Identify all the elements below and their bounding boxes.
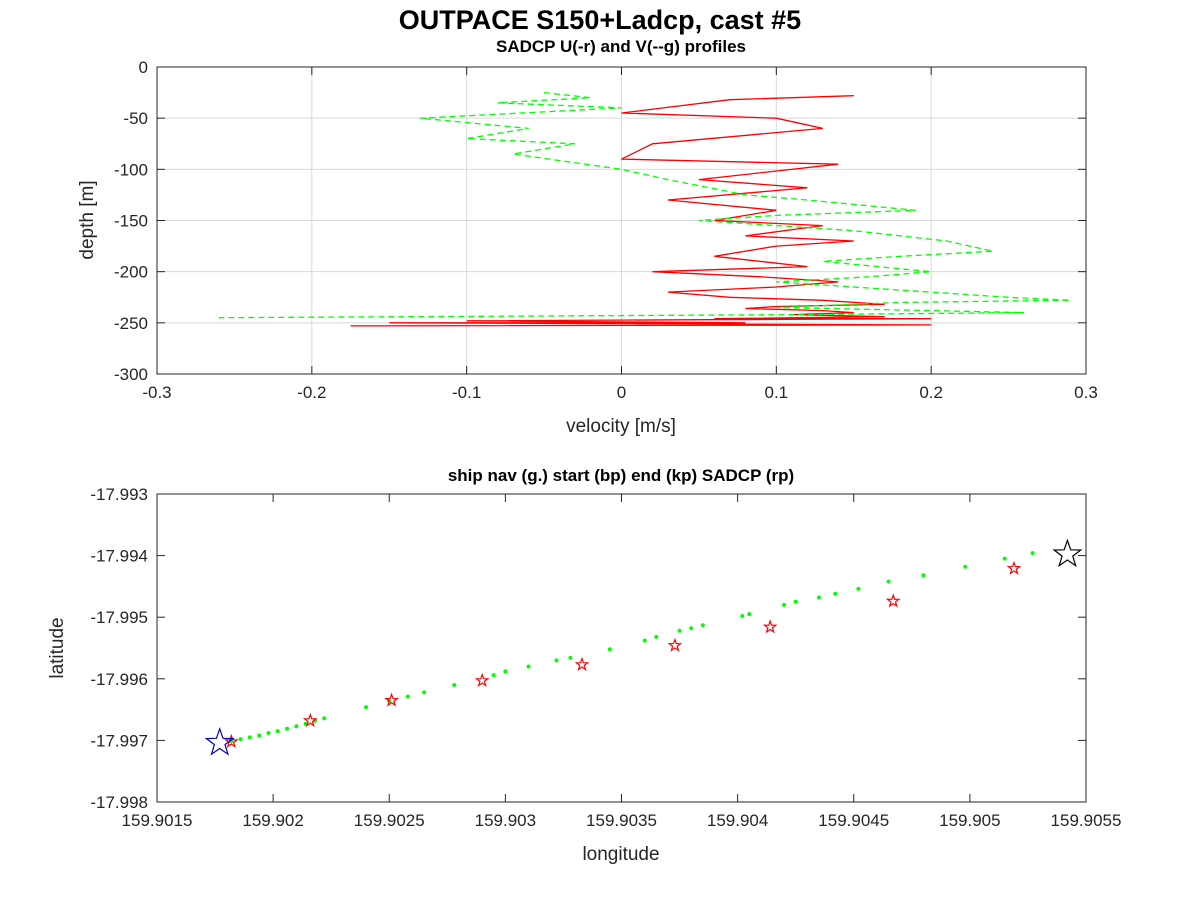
ship-nav-point	[526, 664, 531, 669]
velocity-profile-xtick-label: 0.3	[1074, 383, 1098, 402]
ship-nav-point	[405, 694, 410, 699]
velocity-profile-xlabel: velocity [m/s]	[566, 416, 676, 437]
velocity-profile-ytick-label: -100	[114, 160, 148, 179]
ship-nav-point	[740, 613, 745, 618]
ship-nav-xlabel: longitude	[582, 844, 659, 865]
ship-nav-point	[491, 673, 496, 678]
ship-nav-point	[257, 733, 262, 738]
ship-nav-ytick-label: -17.995	[90, 608, 148, 627]
ship-nav-xtick-label: 159.9035	[586, 811, 657, 830]
velocity-profile-xtick-label: -0.3	[142, 383, 171, 402]
ship-nav-point	[856, 586, 861, 591]
ship-nav-ytick-label: -17.996	[90, 670, 148, 689]
ship-nav-point	[1030, 551, 1035, 556]
ship-nav-series	[204, 538, 1083, 756]
ship-nav-point	[275, 729, 280, 734]
ship-nav-point	[247, 735, 252, 740]
ship-nav-xtick-label: 159.905	[939, 811, 1000, 830]
end-position-marker	[1052, 538, 1083, 568]
ship-nav-point	[238, 737, 243, 742]
ship-nav-point	[747, 612, 752, 617]
velocity-profile-ytick-label: -50	[123, 109, 148, 128]
ship-nav-point	[654, 634, 659, 639]
ship-nav-point	[886, 579, 891, 584]
ship-nav-xtick-label: 159.9045	[818, 811, 889, 830]
velocity-profile-ytick-label: 0	[139, 58, 148, 77]
velocity-profile-xtick-label: 0	[617, 383, 626, 402]
v-velocity-line	[218, 91, 1071, 319]
velocity-profile-ytick-label: -150	[114, 212, 148, 231]
ship-nav-point	[793, 599, 798, 604]
ship-nav-point	[364, 705, 369, 710]
ship-nav-point	[677, 628, 682, 633]
ship-nav-point	[452, 682, 457, 687]
ship-nav-xtick-label: 159.9055	[1051, 811, 1122, 830]
ship-nav-point	[689, 626, 694, 631]
ship-nav-point	[833, 591, 838, 596]
ship-nav-xtick-label: 159.902	[242, 811, 303, 830]
sadcp-point	[223, 733, 239, 748]
ship-nav-ylabel: latitude	[47, 617, 68, 678]
sadcp-point	[667, 637, 683, 652]
ship-nav-ytick-label: -17.998	[90, 793, 148, 812]
ship-nav-xtick-label: 159.903	[475, 811, 536, 830]
ship-nav-point	[607, 647, 612, 652]
sadcp-point	[474, 672, 490, 687]
ship-nav-point	[294, 724, 299, 729]
sadcp-point	[302, 712, 318, 728]
velocity-profile-series	[218, 91, 1071, 327]
ship-nav-point	[642, 638, 647, 643]
velocity-profile-xtick-label: -0.1	[452, 383, 481, 402]
ship-nav-axes: ship nav (g.) start (bp) end (kp) SADCP …	[47, 466, 1121, 865]
sadcp-point	[885, 593, 901, 608]
ship-nav-ytick-label: -17.994	[90, 547, 148, 566]
ship-nav-point	[422, 690, 427, 695]
sadcp-point	[384, 692, 400, 707]
ship-nav-point	[782, 602, 787, 607]
ship-nav-xtick-label: 159.9025	[354, 811, 425, 830]
ship-nav-xtick-label: 159.904	[707, 811, 768, 830]
ship-nav-point	[554, 658, 559, 663]
velocity-profile-xtick-label: -0.2	[297, 383, 326, 402]
velocity-profile-axes: SADCP U(-r) and V(--g) profiles -0.3 -0.2…	[77, 37, 1098, 437]
velocity-profile-title: SADCP U(-r) and V(--g) profiles	[496, 37, 746, 56]
sadcp-point	[1006, 560, 1022, 575]
velocity-profile-ytick-label: -200	[114, 263, 148, 282]
figure-title: OUTPACE S150+Ladcp, cast #5	[399, 5, 801, 35]
ship-nav-point	[285, 726, 290, 731]
sadcp-point	[574, 656, 590, 671]
velocity-profile-xtick-label: 0.1	[765, 383, 789, 402]
velocity-profile-ylabel: depth [m]	[77, 180, 98, 259]
ship-nav-point	[963, 564, 968, 569]
velocity-profile-ticks: -0.3 -0.2 -0.1 0 0.1 0.2 0.3 0 -50 -100 -150 -200 -2…	[114, 58, 1098, 402]
velocity-profile-ytick-label: -250	[114, 314, 148, 333]
ship-nav-point	[700, 623, 705, 628]
ship-nav-point	[503, 669, 508, 674]
velocity-profile-ytick-label: -300	[114, 365, 148, 384]
ship-nav-xtick-label: 159.9015	[122, 811, 193, 830]
ship-nav-point	[1002, 556, 1007, 561]
ship-nav-point	[322, 716, 327, 721]
ship-nav-ticks: 159.9015 159.902 159.9025 159.903 159.9035 15…	[90, 485, 1121, 830]
ship-nav-title: ship nav (g.) start (bp) end (kp) SADCP …	[448, 466, 794, 485]
velocity-profile-xtick-label: 0.2	[919, 383, 943, 402]
ship-nav-point	[921, 573, 926, 578]
start-position-marker	[204, 727, 235, 756]
ship-nav-ytick-label: -17.997	[90, 731, 148, 750]
ship-nav-point	[568, 655, 573, 660]
ship-nav-ytick-label: -17.993	[90, 485, 148, 504]
ship-nav-point	[816, 595, 821, 600]
sadcp-point	[762, 619, 778, 634]
u-velocity-line	[350, 95, 932, 327]
ship-nav-point	[266, 731, 271, 736]
